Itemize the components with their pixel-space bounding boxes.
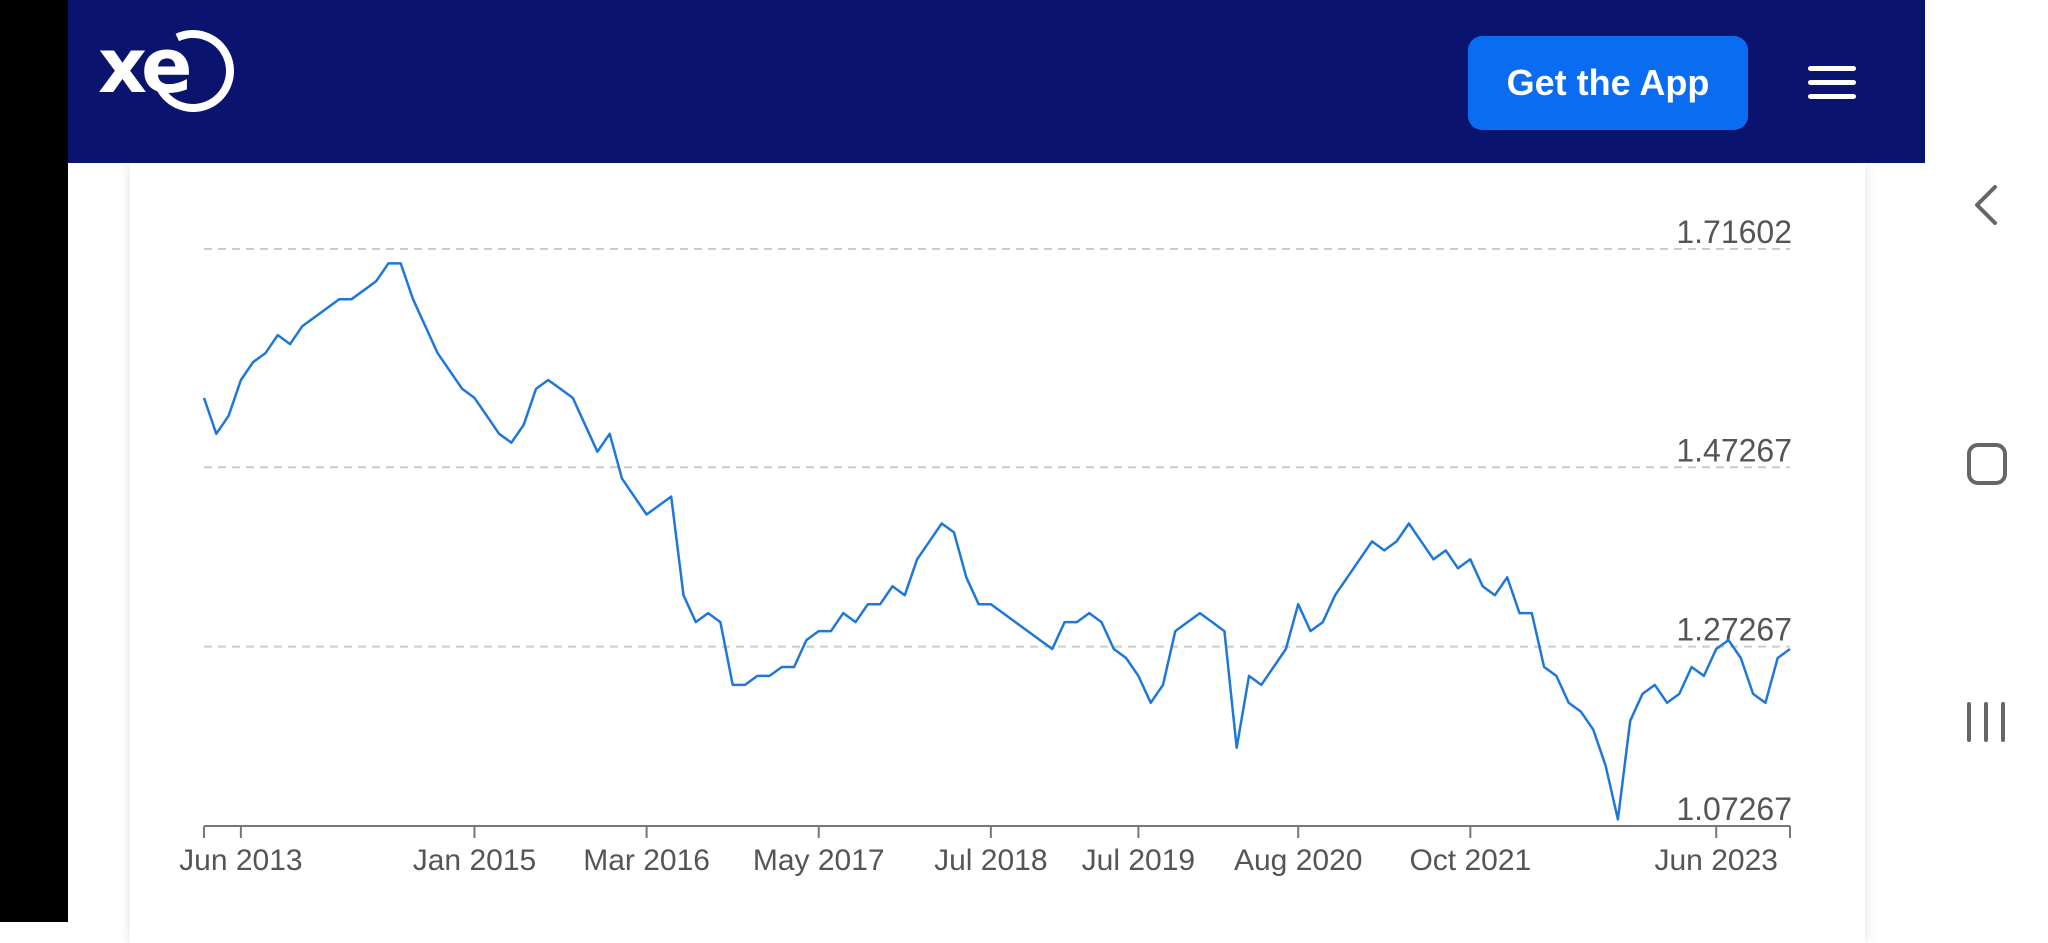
system-nav-rail bbox=[1925, 0, 2048, 922]
y-tick-label: 1.47267 bbox=[1676, 432, 1792, 468]
x-tick-label: Jun 2023 bbox=[1655, 844, 1778, 877]
y-tick-label: 1.71602 bbox=[1676, 214, 1792, 250]
series-line bbox=[202, 262, 1791, 821]
x-tick-label: Jul 2019 bbox=[1082, 844, 1195, 877]
gridlines bbox=[204, 248, 1790, 648]
x-tick-label: Jan 2015 bbox=[413, 844, 536, 877]
x-tick-label: Aug 2020 bbox=[1234, 844, 1362, 877]
x-tick-label: Mar 2016 bbox=[583, 844, 710, 877]
x-tick-label: Jul 2018 bbox=[934, 844, 1047, 877]
y-tick-label: 1.07267 bbox=[1676, 791, 1792, 827]
app-header: xe Get the App bbox=[68, 0, 1925, 163]
three-bars-icon[interactable] bbox=[1925, 692, 2048, 752]
x-axis: Jun 2013 Jan 2015 Mar 2016 May 2017 Jul 2018… bbox=[179, 825, 1791, 877]
xe-logo[interactable]: xe bbox=[98, 18, 246, 134]
left-edge-bar bbox=[0, 0, 68, 922]
logo-text: xe bbox=[98, 21, 193, 110]
rounded-square-icon[interactable] bbox=[1925, 435, 2048, 495]
rate-history-chart: 1.71602 1.47267 1.27267 1.07267 Jun 2013 Jan… bbox=[179, 214, 1792, 877]
chevron-left-icon[interactable] bbox=[1925, 175, 2048, 235]
x-tick-label: May 2017 bbox=[753, 844, 885, 877]
y-axis-labels: 1.71602 1.47267 1.27267 1.07267 bbox=[1676, 214, 1792, 827]
hamburger-menu-icon[interactable] bbox=[1808, 66, 1856, 100]
get-the-app-button[interactable]: Get the App bbox=[1468, 36, 1748, 130]
x-tick-label: Oct 2021 bbox=[1409, 844, 1531, 877]
y-tick-label: 1.27267 bbox=[1676, 612, 1792, 648]
chart-card: 1.71602 1.47267 1.27267 1.07267 Jun 2013 Jan… bbox=[130, 163, 1865, 943]
x-tick-label: Jun 2013 bbox=[179, 844, 302, 877]
